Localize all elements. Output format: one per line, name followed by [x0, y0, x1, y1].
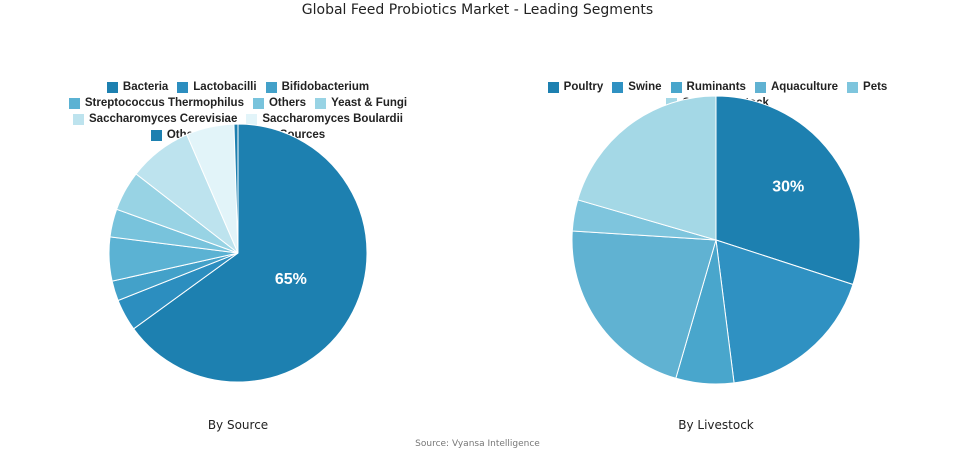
pie-slice-bacteria — [132, 123, 368, 383]
legend-label: Aquaculture — [770, 81, 839, 93]
legend-item-ruminants: Ruminants — [670, 80, 746, 94]
legend-swatch — [547, 81, 559, 93]
legend-label: Others — [268, 97, 307, 109]
legend-label: Bacteria — [122, 81, 169, 93]
legend-item-yeast-and-fungi: Yeast & Fungi — [315, 96, 407, 110]
legend-swatch — [754, 81, 766, 93]
data-label-bacteria: 65% — [275, 271, 307, 288]
legend-item-others: Others — [252, 96, 307, 110]
legend-label: Swine — [628, 81, 662, 93]
legend-item-bacteria: Bacteria — [106, 80, 169, 94]
legend-swatch — [106, 81, 118, 93]
legend-swatch — [847, 81, 859, 93]
subtitle-by-livestock: By Livestock — [678, 418, 754, 432]
legend-label: Pets — [863, 81, 888, 93]
legend-swatch — [68, 97, 80, 109]
legend-item-poultry: Poultry — [547, 80, 604, 94]
legend-item-saccharomyces-boulardii: Saccharomyces Boulardii — [246, 112, 403, 126]
legend-swatch — [177, 81, 189, 93]
legend-swatch — [670, 81, 682, 93]
legend-label: Bifidobacterium — [281, 81, 370, 93]
pie-slice-poultry — [715, 95, 861, 286]
legend-item-streptococcus-thermophilus: Streptococcus Thermophilus — [68, 96, 244, 110]
legend-swatch — [315, 97, 327, 109]
legend-item-lactobacilli: Lactobacilli — [177, 80, 257, 94]
data-label-poultry: 30% — [772, 179, 804, 196]
pie-chart-by-source: 65% — [108, 123, 368, 383]
legend-label: Saccharomyces Boulardii — [262, 113, 403, 125]
legend-label: Yeast & Fungi — [331, 97, 408, 109]
source-note: Source: Vyansa Intelligence — [415, 439, 540, 449]
subtitle-by-source: By Source — [207, 418, 269, 432]
chart-title: Global Feed Probiotics Market - Leading … — [301, 2, 654, 18]
legend-item-bifidobacterium: Bifidobacterium — [265, 80, 370, 94]
pie-slice-other-livestock — [577, 95, 717, 241]
legend-item-aquaculture: Aquaculture — [754, 80, 839, 94]
legend-swatch — [150, 129, 162, 141]
legend-item-pets: Pets — [847, 80, 887, 94]
legend-swatch — [73, 113, 85, 125]
legend-swatch — [265, 81, 277, 93]
pie-chart-by-livestock: 30% — [571, 95, 861, 385]
legend-label: Poultry — [563, 81, 604, 93]
legend-label: Streptococcus Thermophilus — [84, 97, 244, 109]
pie-slice-other-yeast-and-fungi-sources — [233, 123, 239, 254]
legend-label: Saccharomyces Cerevisiae — [89, 113, 238, 125]
legend-item-swine: Swine — [612, 80, 662, 94]
pie-slice-aquaculture — [571, 230, 717, 379]
legend-item-saccharomyces-cerevisiae: Saccharomyces Cerevisiae — [73, 112, 237, 126]
legend-swatch — [246, 113, 258, 125]
legend-swatch — [612, 81, 624, 93]
legend-label: Lactobacilli — [193, 81, 257, 93]
legend-swatch — [252, 97, 264, 109]
legend-label: Ruminants — [686, 81, 746, 93]
pie-slice-swine — [715, 239, 854, 384]
